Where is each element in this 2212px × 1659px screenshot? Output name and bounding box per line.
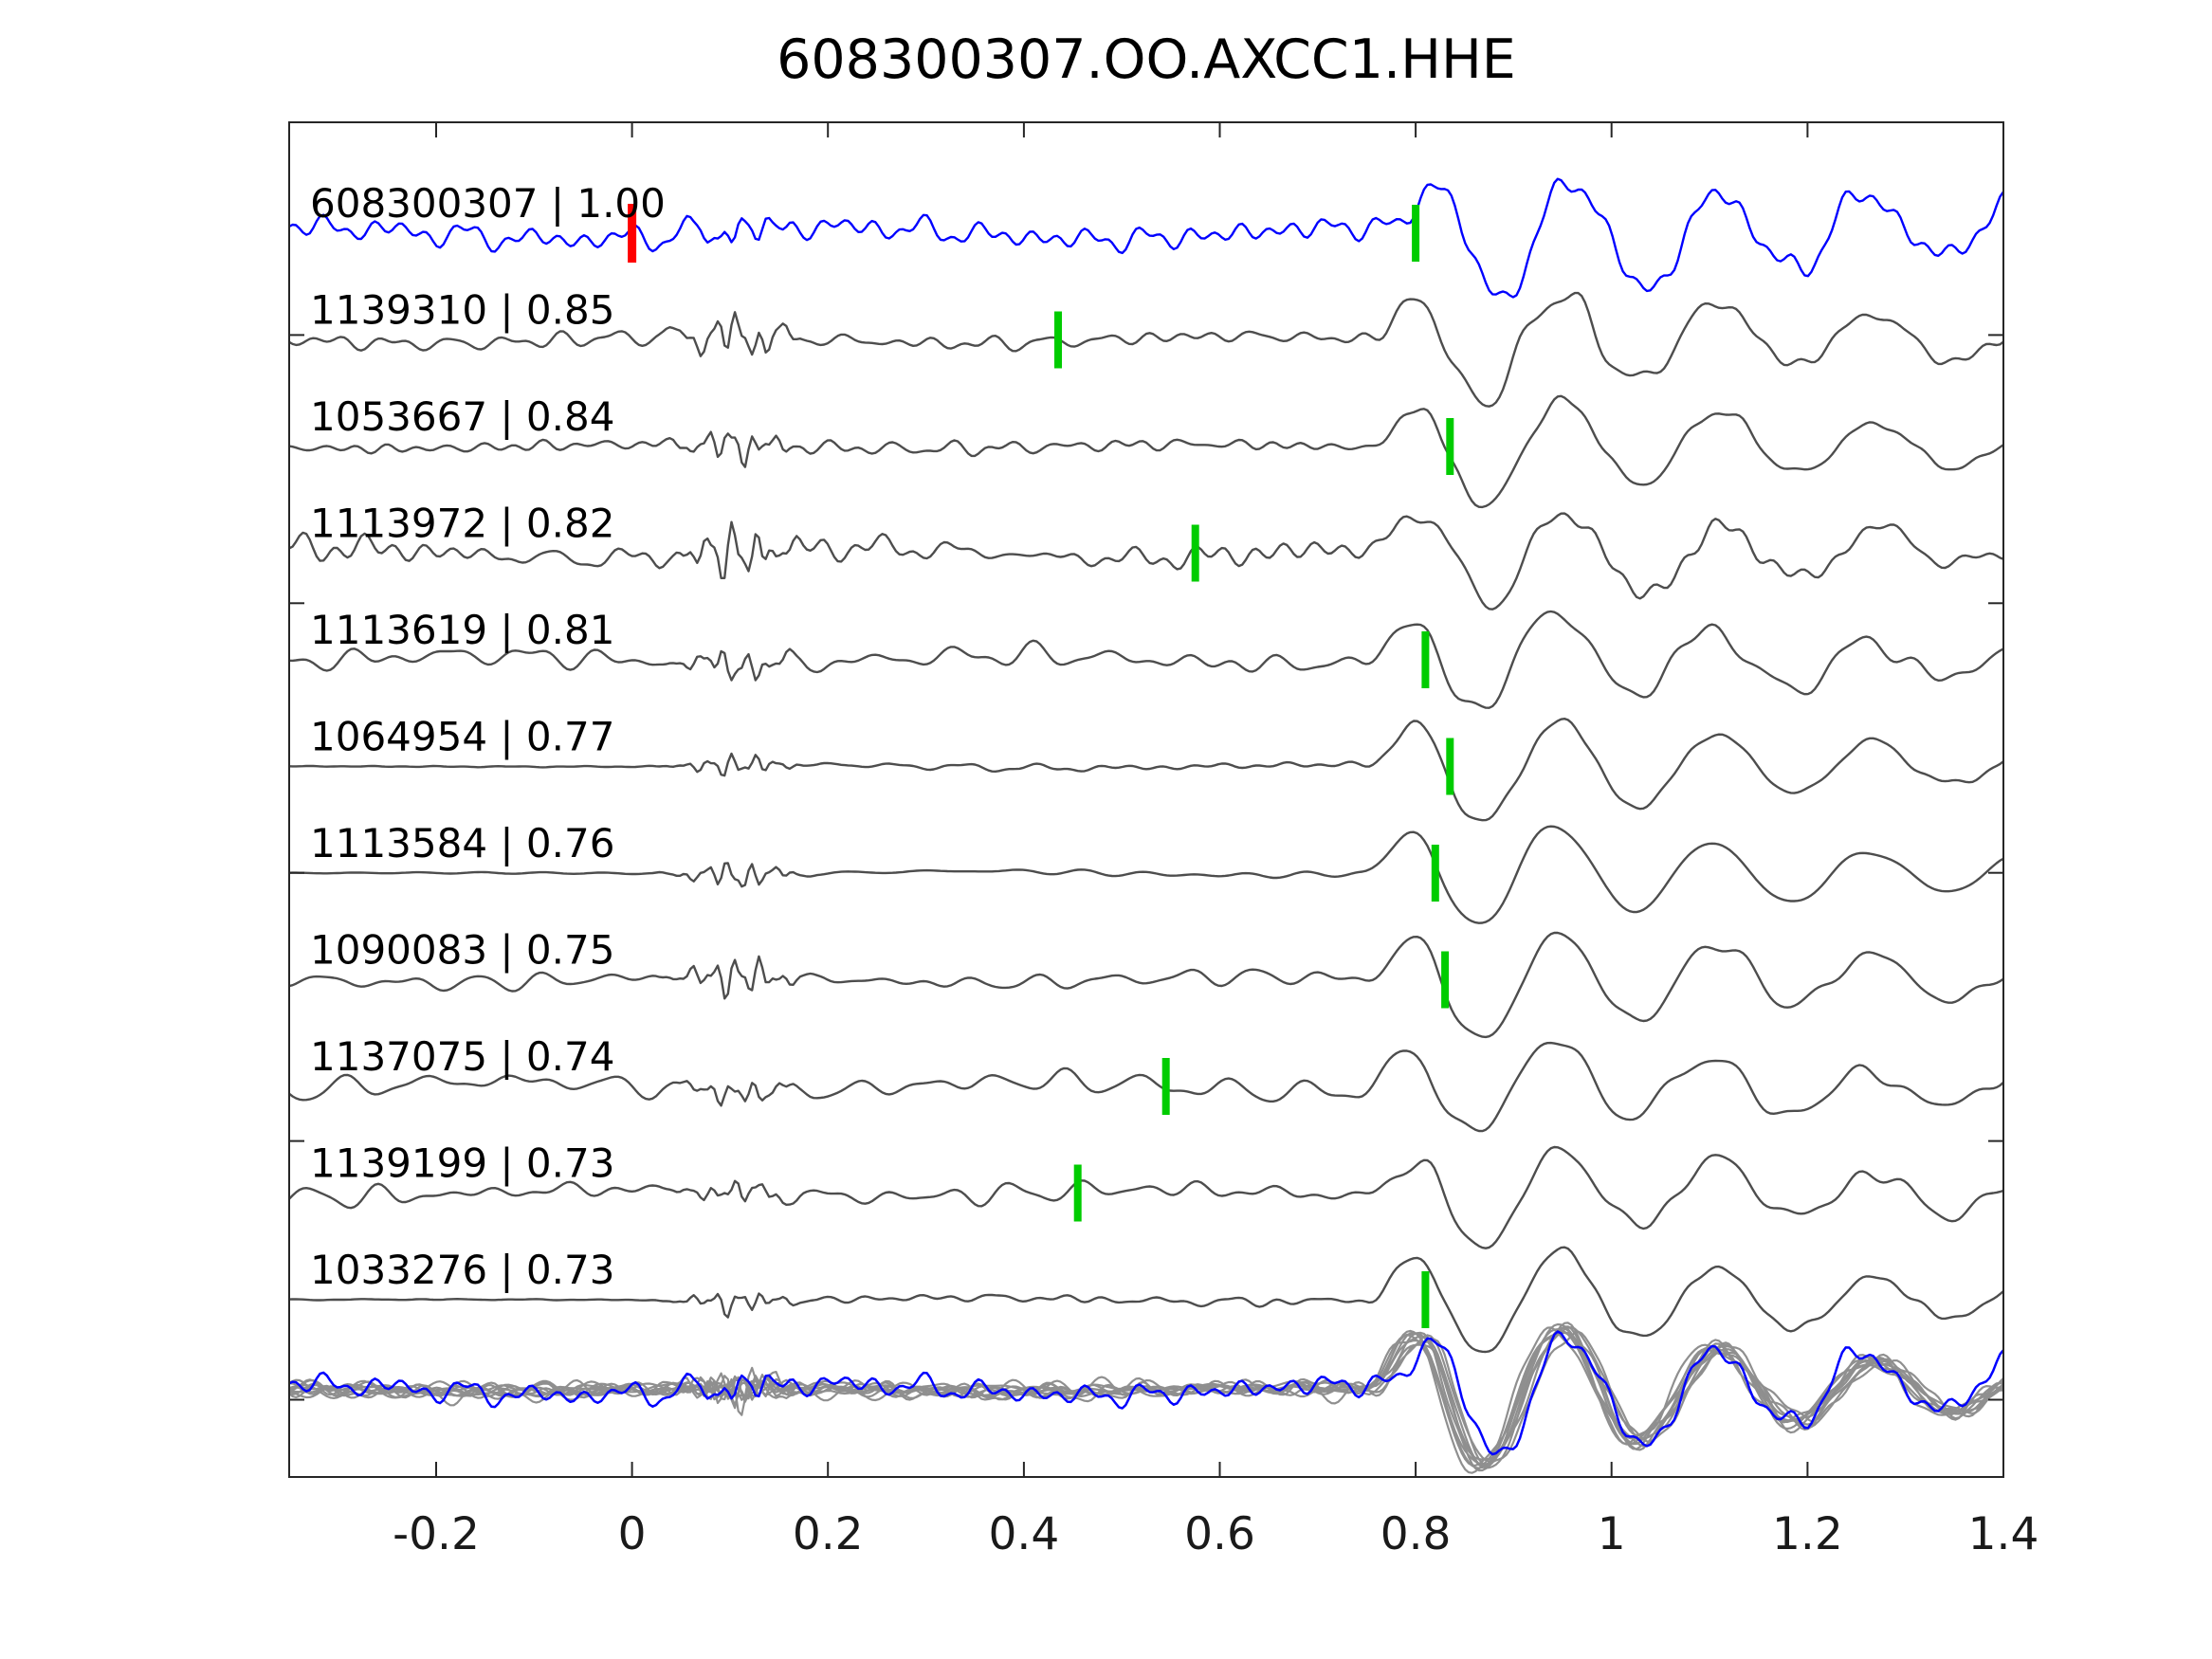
trace-label-1090083: 1090083 | 0.75	[310, 927, 614, 974]
waveform-trace-1064954	[289, 718, 2003, 822]
waveform-trace-1113972	[289, 512, 2003, 611]
x-tick-label: 0.8	[1380, 1508, 1452, 1560]
trace-label-1137075: 1137075 | 0.74	[310, 1033, 614, 1080]
waveform-trace-1033276	[289, 1246, 2003, 1354]
pick-marker-1137075	[1161, 1058, 1170, 1115]
waveforms-group	[289, 177, 2003, 1474]
pick-marker-1139199	[1073, 1164, 1082, 1222]
trace-label-1113619: 1113619 | 0.81	[310, 607, 614, 653]
x-tick-label: 0.6	[1184, 1508, 1255, 1560]
waveform-trace-1137075	[289, 1041, 2003, 1133]
pick-marker-1113619	[1421, 631, 1430, 688]
waveform-trace-608300307	[289, 177, 2003, 299]
pick-marker-1053667	[1446, 418, 1454, 475]
x-tick-label: 0.2	[793, 1508, 864, 1560]
pick-marker-1033276	[1421, 1271, 1430, 1328]
trace-label-1113972: 1113972 | 0.82	[310, 501, 614, 547]
origin-time-marker	[628, 204, 637, 263]
pick-marker-608300307	[1412, 205, 1420, 262]
x-tick-label: 0.4	[989, 1508, 1060, 1560]
x-tick-label: 1	[1598, 1508, 1626, 1560]
axes-group	[288, 121, 2004, 1478]
waveform-trace-1113584	[289, 825, 2003, 924]
trace-label-1033276: 1033276 | 0.73	[310, 1247, 614, 1293]
overlay-template-trace	[289, 1330, 2003, 1456]
pick-marker-1064954	[1446, 738, 1454, 795]
page-title: 608300307.OO.AXCC1.HHE	[777, 28, 1516, 91]
waveform-trace-1113619	[289, 610, 2003, 709]
x-tick-label: 1.2	[1772, 1508, 1843, 1560]
trace-label-1139310: 1139310 | 0.85	[310, 287, 614, 334]
x-tick-label: 1.4	[1968, 1508, 2039, 1560]
x-tick-label: 0	[618, 1508, 647, 1560]
waveform-trace-1053667	[289, 394, 2003, 509]
trace-label-1053667: 1053667 | 0.84	[310, 393, 614, 440]
x-tick-labels-group: -0.2 0 0.2 0.4 0.6 0.8 1 1.2 1.4	[393, 1508, 2038, 1560]
markers-group	[628, 204, 1454, 1328]
waveform-trace-1090083	[289, 931, 2003, 1039]
waveform-trace-1139199	[289, 1145, 2003, 1249]
overlay-detection-trace	[289, 1330, 2003, 1466]
trace-label-1139199: 1139199 | 0.73	[310, 1140, 614, 1187]
pick-marker-1113584	[1431, 845, 1439, 902]
trace-label-1064954: 1064954 | 0.77	[310, 714, 614, 760]
pick-marker-1090083	[1441, 951, 1450, 1009]
trace-labels-group: 608300307 | 1.00 1139310 | 0.85 1053667 | …	[310, 180, 666, 1293]
trace-label-608300307: 608300307 | 1.00	[310, 180, 666, 227]
trace-label-1113584: 1113584 | 0.76	[310, 820, 614, 866]
waveform-trace-1139310	[289, 291, 2003, 408]
plot-frame	[288, 121, 2004, 1478]
pick-marker-1139310	[1054, 311, 1062, 369]
x-tick-label: -0.2	[393, 1508, 480, 1560]
pick-marker-1113972	[1191, 524, 1199, 582]
